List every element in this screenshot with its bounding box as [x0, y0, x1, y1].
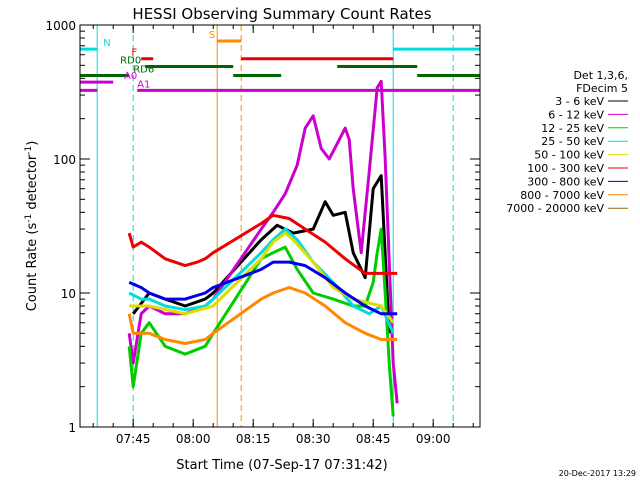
legend-label-9: 7000 - 20000 keV [506, 202, 604, 215]
series-line-1 [132, 174, 391, 334]
chart-title: HESSI Observing Summary Count Rates [132, 5, 431, 23]
series-line-6 [127, 213, 398, 275]
series-line-3 [127, 227, 395, 417]
y-axis-label-sup2: -1 [24, 146, 34, 155]
footer-timestamp: 20-Dec-2017 13:29 [559, 469, 636, 478]
y-axis: 1 10 100 1000 [45, 19, 480, 435]
x-tick-label: 08:30 [296, 432, 331, 446]
y-axis-label: Count Rate (s-1 detector-1) [24, 141, 40, 312]
legend-label-4: 25 - 50 keV [541, 135, 604, 148]
x-axis-label: Start Time (07-Sep-17 07:31:42) [176, 458, 387, 473]
legend-label-2: 6 - 12 keV [548, 108, 604, 121]
x-axis: 07:45 08:00 08:15 08:30 08:45 09:00 [92, 25, 474, 446]
x-tick-label: 08:45 [356, 432, 391, 446]
plot-frame [79, 24, 481, 428]
legend-header-line2: FDecim 5 [576, 82, 628, 95]
y-axis-label-sup1: -1 [24, 214, 34, 223]
flag-label-a0: A0 [124, 71, 137, 82]
series-line-4 [128, 227, 395, 334]
legend-label-6: 100 - 300 keV [527, 162, 604, 175]
legend-label-5: 50 - 100 keV [534, 149, 604, 162]
y-tick-label: 1 [68, 421, 76, 435]
y-axis-label-part2: detector [25, 154, 40, 214]
legend-label-7: 300 - 800 keV [527, 175, 604, 188]
y-tick-label: 100 [53, 153, 76, 167]
legend-label-8: 800 - 7000 keV [520, 189, 604, 202]
y-tick-label: 1000 [45, 19, 76, 33]
x-tick-label: 07:45 [116, 432, 151, 446]
x-tick-label: 09:00 [416, 432, 451, 446]
series-line-2 [127, 79, 399, 404]
series-line-8 [127, 286, 398, 345]
y-tick-label: 10 [61, 287, 76, 301]
flag-label-rd0: RD0 [120, 56, 141, 67]
series-line-7 [128, 260, 398, 316]
x-tick-label: 08:00 [176, 432, 211, 446]
plot-inner [80, 25, 480, 427]
flag-label-a1: A1 [137, 79, 150, 90]
legend-label-1: 3 - 6 keV [555, 95, 604, 108]
flag-label-s: S [209, 30, 215, 41]
flag-label-rd6: RD6 [133, 64, 154, 75]
y-axis-label-part1: Count Rate (s [25, 223, 40, 312]
flag-label-n: N [103, 38, 110, 49]
legend-label-3: 12 - 25 keV [541, 122, 604, 135]
flag-label-f: F [131, 48, 137, 59]
y-axis-label-part3: ) [25, 141, 40, 146]
legend-header-line1: Det 1,3,6, [573, 69, 628, 82]
x-tick-label: 08:15 [236, 432, 271, 446]
